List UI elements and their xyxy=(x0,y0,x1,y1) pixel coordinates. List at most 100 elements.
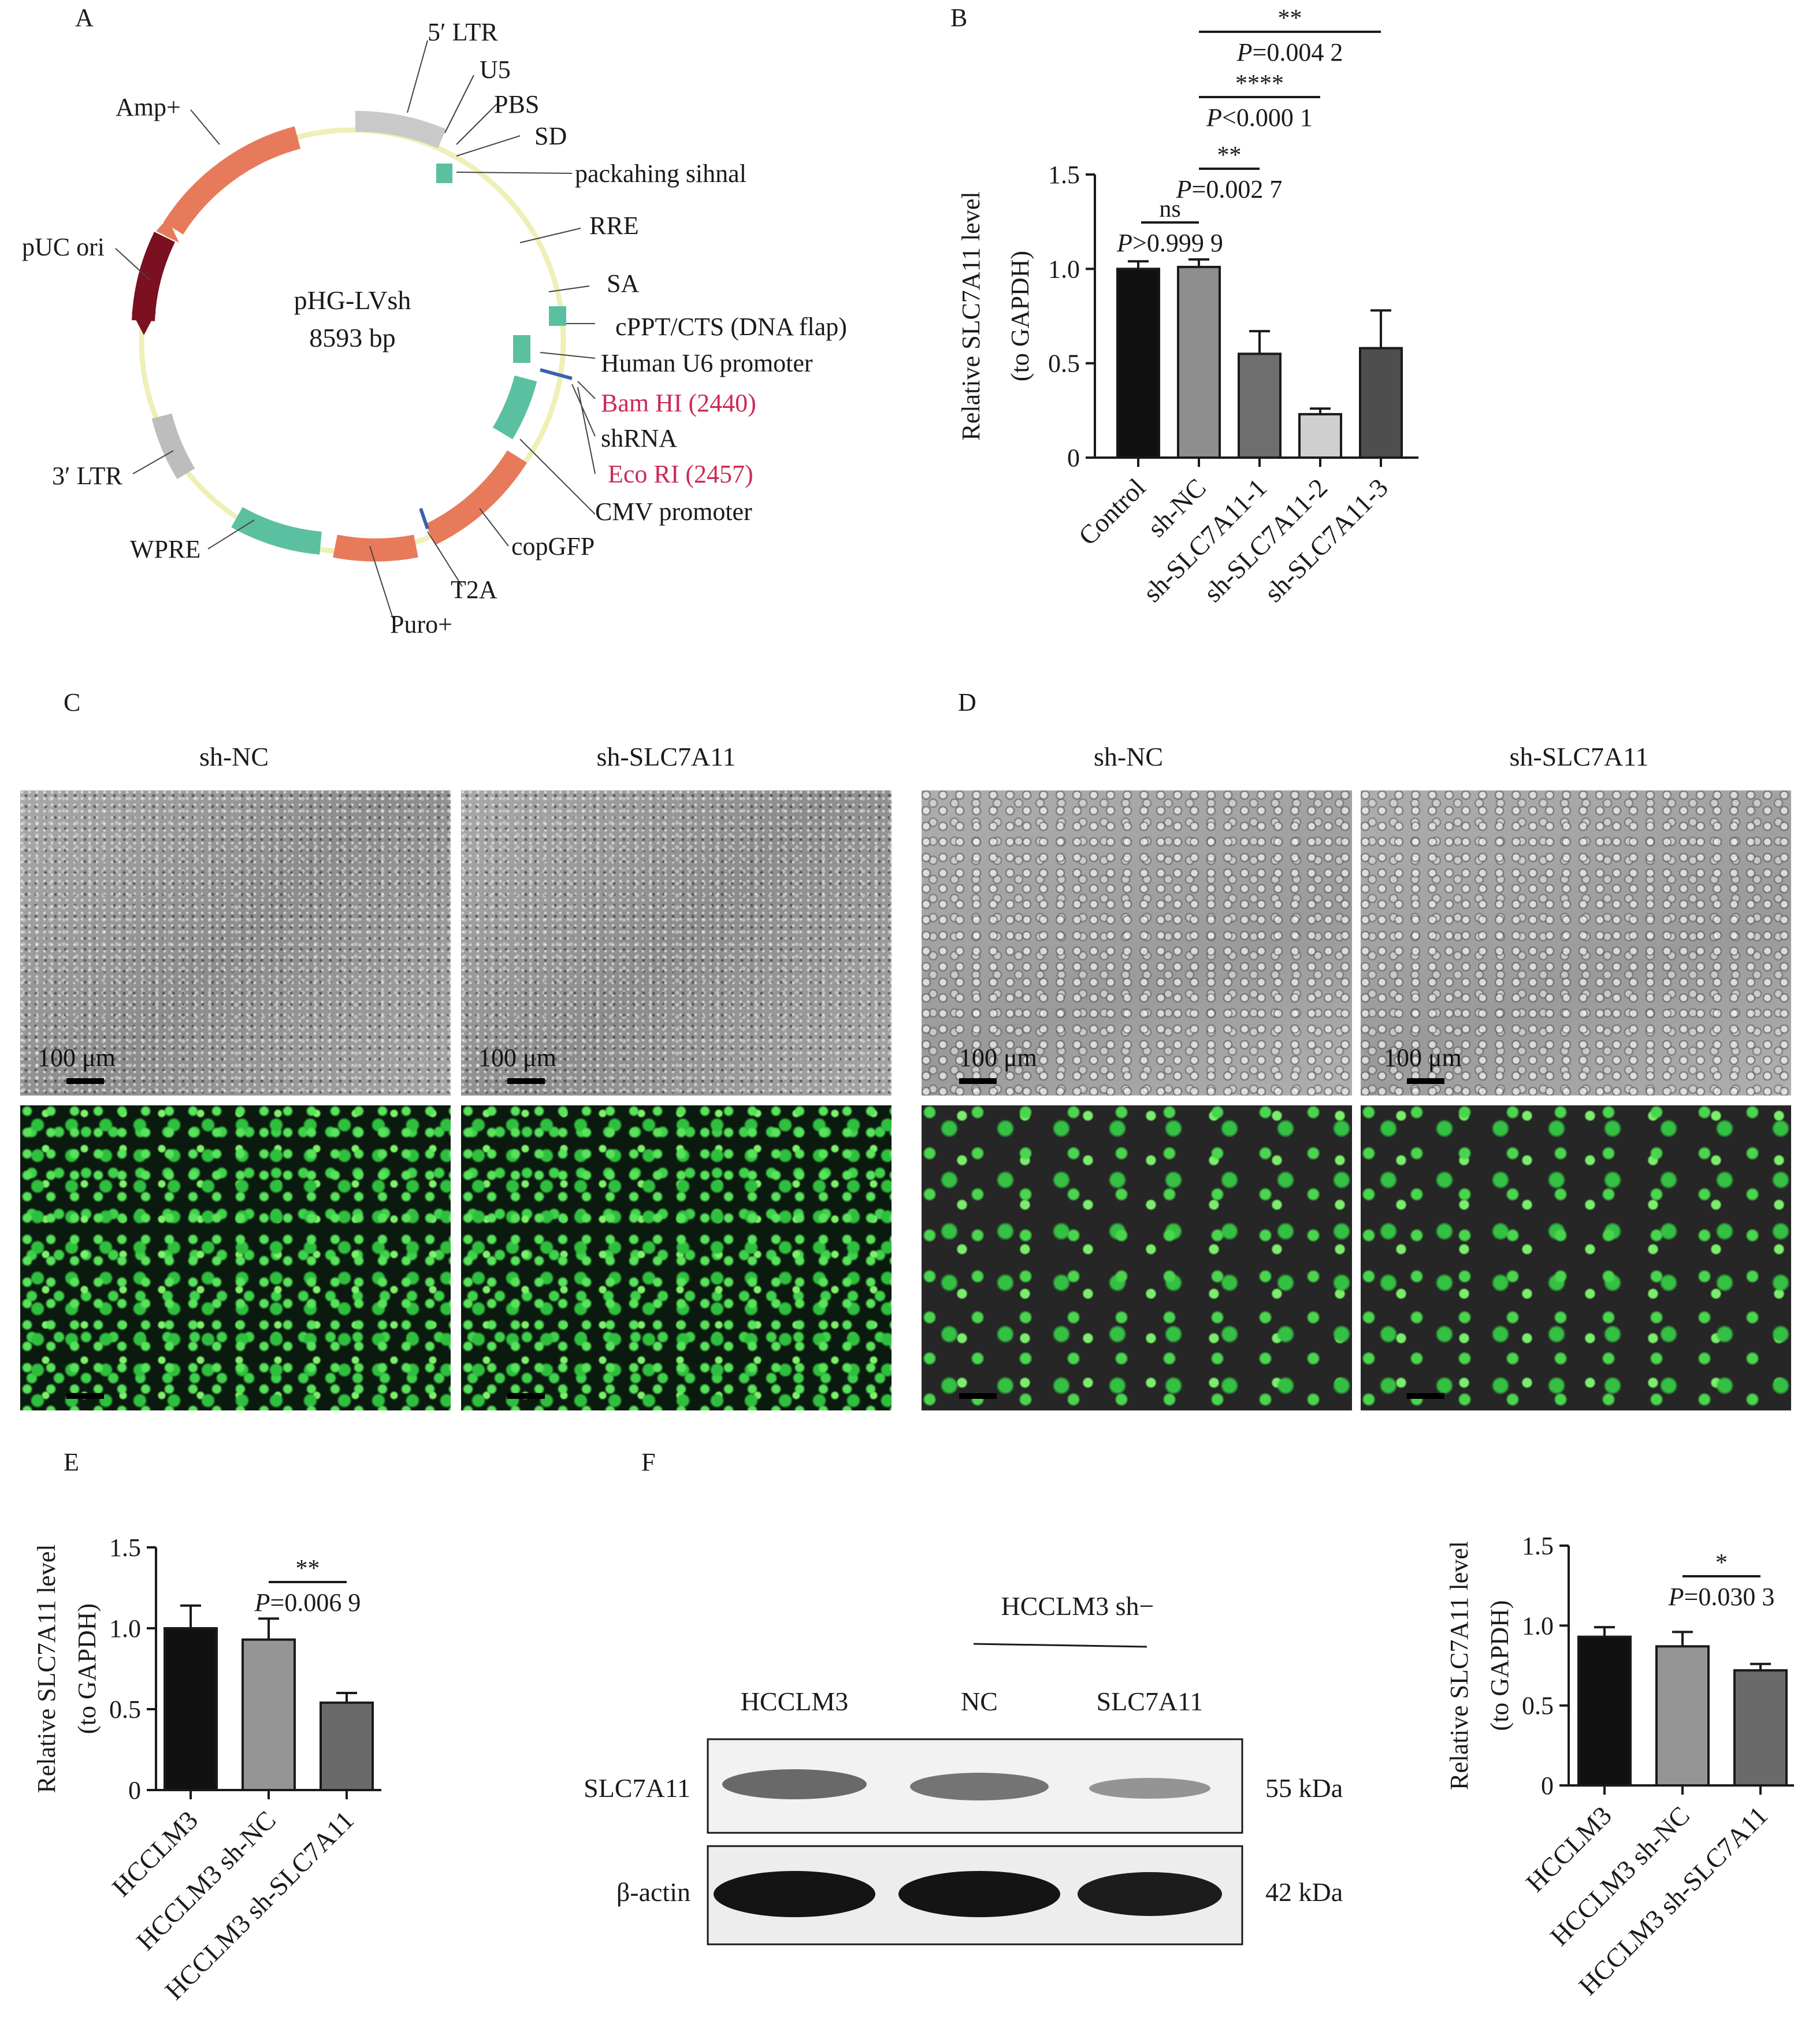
feature-cppt: cPPT/CTS (DNA flap) xyxy=(615,313,847,341)
bar xyxy=(1177,266,1221,459)
scalebar xyxy=(959,1078,997,1084)
panel-d-title-nc: sh-NC xyxy=(1094,742,1163,771)
feature-t2a: T2A xyxy=(451,575,497,604)
y-tick-label: 0 xyxy=(1541,1772,1554,1800)
ltr5-arrow xyxy=(355,110,447,148)
p-value-label: P=0.006 9 xyxy=(254,1588,361,1617)
p-value-label: P=0.030 3 xyxy=(1668,1583,1775,1611)
significance-mark: **** xyxy=(1235,70,1284,97)
significance-mark: ** xyxy=(1217,142,1242,169)
amp-arrowhead xyxy=(156,218,179,243)
y-axis-label-2: (to GAPDH) xyxy=(73,1603,101,1734)
band-actin-1 xyxy=(714,1871,875,1917)
micrograph-c-bright-nc: 100 μm xyxy=(20,790,451,1096)
micrograph-c-bright-sh: 100 μm xyxy=(461,790,892,1096)
band-slc7a11-3 xyxy=(1089,1778,1210,1799)
panel-c-title-nc: sh-NC xyxy=(199,742,269,771)
y-tick-label: 1.5 xyxy=(1522,1532,1554,1560)
panel-b-label: B xyxy=(950,3,967,32)
y-tick-label: 1.5 xyxy=(109,1534,141,1562)
feature-sa: SA xyxy=(607,269,639,298)
category-label: HCCLM3 sh-NC xyxy=(131,1805,281,1956)
packaging-signal-mark xyxy=(436,164,452,183)
micrograph-d-gfp-nc xyxy=(922,1105,1352,1410)
feature-5ltr: 5′ LTR xyxy=(428,18,498,46)
blot-lane-1: HCCLM3 xyxy=(741,1687,849,1716)
scalebar-label: 100 μm xyxy=(959,1044,1037,1072)
micrograph-d-bright-nc: 100 μm xyxy=(922,790,1352,1096)
micrograph-c-gfp-sh xyxy=(461,1105,892,1410)
western-blot: HCCLM3 sh− HCCLM3 NC SLC7A11 SLC7A11 β-a… xyxy=(584,1591,1343,1945)
feature-copgfp: copGFP xyxy=(511,532,595,560)
bar xyxy=(242,1638,296,1792)
chart-b: 0 0.5 1.0 1.5 Relative SLC7A11 level (to GAPD… xyxy=(957,5,1418,608)
wpre-arrow xyxy=(231,507,322,555)
panel-f-label: F xyxy=(641,1448,655,1476)
bamhi-site xyxy=(540,368,573,380)
feature-packaging: packahing sihnal xyxy=(575,159,746,188)
significance-mark: ns xyxy=(1159,196,1180,222)
blot-group-header: HCCLM3 sh− xyxy=(1001,1591,1154,1621)
significance-mark: ** xyxy=(296,1555,320,1582)
feature-amp: Amp+ xyxy=(116,93,181,121)
blot-row-slc7a11: SLC7A11 xyxy=(584,1773,690,1803)
scalebar xyxy=(959,1393,997,1399)
p-value-label: P=0.004 2 xyxy=(1236,38,1343,66)
feature-3ltr: 3′ LTR xyxy=(52,462,122,490)
scalebar xyxy=(66,1393,104,1399)
y-axis-label: Relative SLC7A11 level xyxy=(957,192,985,441)
bar xyxy=(1298,413,1342,459)
feature-bamhi: Bam HI (2440) xyxy=(601,389,756,417)
ori-arrowhead xyxy=(132,312,156,335)
band-actin-3 xyxy=(1078,1872,1222,1916)
y-tick-label: 0.5 xyxy=(1522,1692,1554,1720)
panel-d-title-sh: sh-SLC7A11 xyxy=(1509,742,1648,771)
feature-wpre: WPRE xyxy=(130,535,200,563)
y-axis-label-2: (to GAPDH) xyxy=(1006,251,1034,381)
bar xyxy=(1238,352,1282,459)
scalebar xyxy=(1407,1078,1444,1084)
feature-pbs: PBS xyxy=(494,90,539,118)
significance-mark: ** xyxy=(1278,5,1302,32)
ltr3-arrow xyxy=(151,413,195,480)
ori-arrow xyxy=(132,232,176,322)
panel-a-label: A xyxy=(75,3,94,32)
significance-mark: * xyxy=(1715,1550,1728,1576)
blot-mw-slc7a11: 55 kDa xyxy=(1265,1773,1343,1803)
chart-f: 0 0.5 1.0 1.5 Relative SLC7A11 level (to GAPD… xyxy=(1445,1532,1794,2001)
y-tick-label: 0 xyxy=(128,1776,141,1804)
y-tick-label: 0 xyxy=(1067,444,1080,472)
panel-c-title-sh: sh-SLC7A11 xyxy=(596,742,736,771)
y-axis-label: Relative SLC7A11 level xyxy=(32,1544,61,1794)
feature-puro: Puro+ xyxy=(390,610,452,638)
micrograph-d-gfp-sh xyxy=(1361,1105,1791,1410)
copgfp-arrow xyxy=(425,450,527,545)
p-value-label: P<0.000 1 xyxy=(1206,103,1313,132)
blot-lane-3: SLC7A11 xyxy=(1097,1687,1204,1716)
scalebar-label: 100 μm xyxy=(1384,1044,1462,1072)
bar xyxy=(1577,1635,1632,1787)
blot-group-line xyxy=(973,1643,1147,1648)
feature-rre: RRE xyxy=(589,211,639,240)
category-label: Control xyxy=(1073,473,1151,551)
y-tick-label: 1.0 xyxy=(1048,255,1080,283)
scalebar-label: 100 μm xyxy=(38,1044,116,1072)
feature-shrna: shRNA xyxy=(601,424,677,452)
feature-ecori: Eco RI (2457) xyxy=(608,460,753,488)
panel-e-label: E xyxy=(64,1448,79,1476)
y-tick-label: 1.0 xyxy=(1522,1612,1554,1640)
t2a-site xyxy=(419,508,429,529)
feature-cmv: CMV promoter xyxy=(595,497,752,526)
band-slc7a11-2 xyxy=(910,1773,1049,1800)
p-value-label: P>0.999 9 xyxy=(1116,229,1223,257)
bar xyxy=(320,1701,374,1792)
y-axis-label-2: (to GAPDH) xyxy=(1485,1600,1514,1731)
y-tick-label: 1.5 xyxy=(1048,161,1080,189)
micrograph-d-bright-sh: 100 μm xyxy=(1361,790,1791,1096)
y-axis-label: Relative SLC7A11 level xyxy=(1445,1541,1473,1790)
puro-arrow xyxy=(333,534,418,562)
amp-arrow xyxy=(164,126,301,235)
chart-e: 0 0.5 1.0 1.5 Relative SLC7A11 level (to GAPD… xyxy=(32,1534,381,2006)
